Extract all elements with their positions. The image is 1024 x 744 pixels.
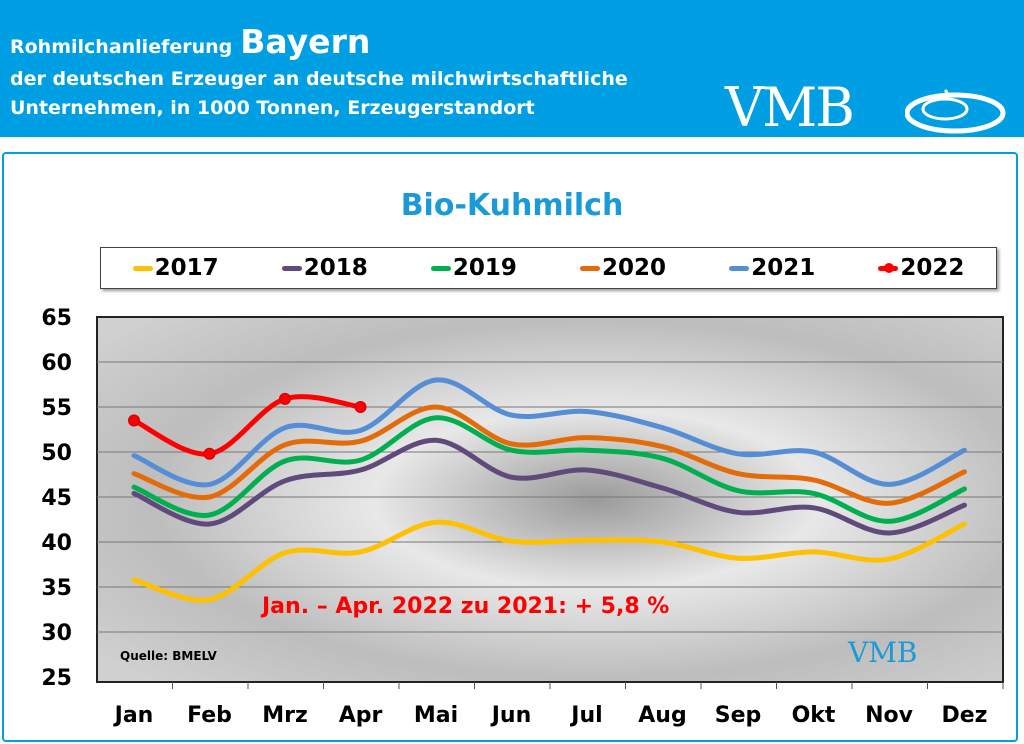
y-tick-label: 45 [41,486,72,511]
header-region: Bayern [240,22,371,61]
y-tick-label: 50 [41,441,72,466]
header-title: Rohmilchanlieferung [10,36,233,58]
data-point-2022 [279,392,291,405]
legend-swatch [430,265,451,271]
legend-swatch [281,265,302,271]
y-tick-label: 60 [41,351,72,376]
milk-drop-logo-icon [905,88,1006,134]
x-tick-label: Nov [865,703,914,728]
legend-label: 2018 [303,255,368,281]
y-tick-label: 25 [41,666,72,691]
x-tick-label: Feb [187,703,232,728]
vmb-logo: VMB [725,76,855,139]
chart-title: Bio-Kuhmilch [400,188,624,223]
data-point-2022 [203,447,216,460]
legend-label: 2020 [602,255,667,281]
legend: 2017 2018 2019 2020 2021 2022 [100,247,997,289]
series-line-2019 [131,415,967,524]
x-tick-label: Aug [638,703,686,728]
legend-swatch [729,265,750,271]
series-line-2021 [131,377,967,488]
y-tick-label: 35 [41,576,72,601]
legend-swatch [878,262,899,273]
x-tick-label: Jan [113,703,154,728]
y-tick-label: 40 [41,531,72,556]
x-tick-label: Apr [339,703,383,728]
header-line3: Unternehmen, in 1000 Tonnen, Erzeugersta… [10,97,535,119]
x-tick-label: Mrz [262,703,308,728]
header-line1: Rohmilchanlieferung Bayern [10,22,370,61]
legend-item-2018: 2018 [281,255,368,281]
series-line-2017 [131,519,967,603]
annotation: Jan. – Apr. 2022 zu 2021: + 5,8 % [260,594,669,619]
y-tick-label: 65 [41,306,72,331]
series-line-2020 [131,404,967,506]
y-tick-label: 30 [41,621,72,646]
data-point-2022 [128,414,140,427]
legend-item-2019: 2019 [430,255,517,281]
legend-swatch [580,265,601,271]
x-tick-label: Dez [942,703,988,728]
legend-item-2022: 2022 [878,255,964,281]
legend-label: 2017 [154,255,219,281]
legend-swatch [132,265,153,271]
series-line-2018 [131,437,967,536]
header-line2: der deutschen Erzeuger an deutsche milch… [10,68,628,90]
legend-item-2021: 2021 [729,255,815,281]
plot-area [96,316,1004,683]
y-tick-label: 55 [41,396,72,421]
legend-label: 2021 [751,255,816,281]
x-tick-label: Sep [715,703,762,728]
legend-item-2020: 2020 [580,255,666,281]
legend-item-2017: 2017 [132,255,219,281]
data-point-2022 [354,401,367,413]
series-line-2022 [131,394,363,457]
x-tick-label: Jul [569,703,602,728]
watermark-logo: VMB [847,636,917,669]
chart-frame [2,152,1018,742]
legend-label: 2019 [452,255,517,281]
x-tick-label: Okt [792,703,836,728]
x-tick-label: Mai [414,703,458,728]
x-tick-label: Jun [490,703,532,728]
legend-label: 2022 [900,255,965,281]
source-label: Quelle: BMELV [120,649,218,663]
header-banner: Rohmilchanlieferung Bayern der deutschen … [0,0,1024,139]
